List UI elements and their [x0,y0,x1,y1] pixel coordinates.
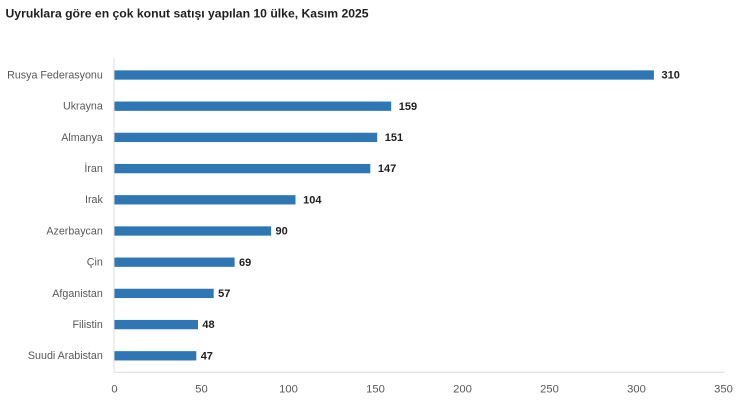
svg-text:Rusya Federasyonu: Rusya Federasyonu [7,69,103,81]
svg-text:0: 0 [111,384,117,396]
svg-text:Irak: Irak [85,194,103,206]
svg-text:200: 200 [453,384,472,396]
svg-text:69: 69 [239,257,251,269]
svg-text:Azerbaycan: Azerbaycan [46,225,102,237]
svg-text:250: 250 [540,384,559,396]
svg-text:350: 350 [714,384,733,396]
svg-text:159: 159 [399,101,417,113]
svg-text:100: 100 [279,384,298,396]
svg-text:147: 147 [378,163,396,175]
svg-text:57: 57 [218,288,230,300]
svg-text:İran: İran [84,162,102,175]
svg-text:Almanya: Almanya [61,132,103,144]
svg-text:150: 150 [366,384,385,396]
svg-text:Afganistan: Afganistan [52,288,103,300]
svg-text:Uyruklara göre en çok konut sa: Uyruklara göre en çok konut satışı yapıl… [6,7,369,21]
svg-text:300: 300 [627,384,646,396]
svg-text:151: 151 [385,132,403,144]
svg-text:Çin: Çin [87,257,103,269]
svg-text:Filistin: Filistin [73,319,103,331]
svg-text:Ukrayna: Ukrayna [63,101,103,113]
svg-text:104: 104 [303,194,322,206]
svg-text:310: 310 [662,70,680,82]
svg-text:48: 48 [202,319,214,331]
svg-text:47: 47 [201,350,213,362]
svg-text:Suudi Arabistan: Suudi Arabistan [28,350,103,362]
svg-text:50: 50 [195,384,207,396]
svg-text:90: 90 [276,226,288,238]
